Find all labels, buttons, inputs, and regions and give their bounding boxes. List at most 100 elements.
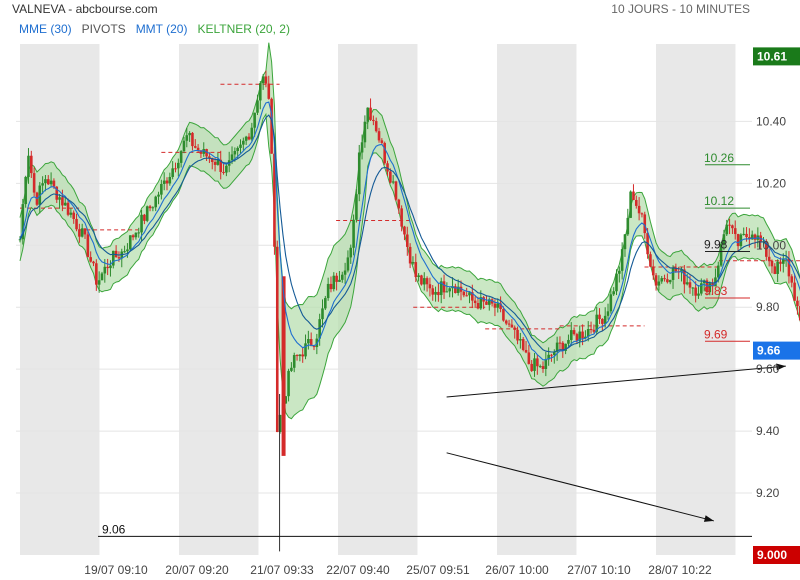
candle-body xyxy=(572,330,576,335)
candle-body xyxy=(530,363,533,371)
candle-body xyxy=(561,342,565,351)
candle-body xyxy=(674,267,678,272)
candle-body xyxy=(103,266,107,274)
candle-body xyxy=(213,161,217,165)
candle-body xyxy=(538,366,542,368)
candle-body xyxy=(400,208,403,227)
x-tick-label: 21/07 09:33 xyxy=(250,563,314,577)
candle-body xyxy=(312,346,316,348)
candle-body xyxy=(598,314,601,320)
candle-body xyxy=(504,320,508,324)
candle-body xyxy=(324,298,327,309)
candle-body xyxy=(773,266,777,274)
candle-body xyxy=(287,370,290,397)
candle-body xyxy=(21,204,25,240)
candle-body xyxy=(555,342,559,352)
candle-body xyxy=(363,121,367,143)
level-label: 10.26 xyxy=(704,151,734,165)
keltner-lower-line xyxy=(19,112,800,420)
candle-body xyxy=(473,300,477,304)
candle-body xyxy=(448,288,452,292)
candle-body xyxy=(663,278,666,280)
candle-body xyxy=(643,214,647,234)
candle-body xyxy=(78,229,81,237)
candle-body xyxy=(380,140,384,143)
candle-body xyxy=(360,142,364,153)
candle-body xyxy=(575,334,579,341)
candle-body xyxy=(445,291,449,293)
candle-body xyxy=(355,194,358,220)
candle-body xyxy=(428,284,432,289)
level-label: 9.69 xyxy=(704,327,728,341)
candle-body xyxy=(564,343,567,351)
candle-body xyxy=(708,283,712,293)
y-tick-label: 10.00 xyxy=(756,238,786,252)
candle-body xyxy=(620,249,624,271)
candle-body xyxy=(66,202,70,215)
level-label: 9.98 xyxy=(704,237,728,251)
candle-body xyxy=(236,147,239,151)
candle-body xyxy=(92,261,95,264)
candle-body xyxy=(524,349,528,353)
candle-body xyxy=(405,234,409,247)
candle-body xyxy=(606,311,610,316)
candle-body xyxy=(151,207,155,209)
top-price-tag: 10.61 xyxy=(757,49,787,63)
candle-body xyxy=(131,235,135,238)
candle-body xyxy=(437,291,440,296)
candle-body xyxy=(634,199,638,206)
y-tick-label: 10.40 xyxy=(756,114,786,128)
candle-body xyxy=(182,140,186,152)
candle-body xyxy=(490,299,494,304)
candle-body xyxy=(261,76,265,84)
candle-body xyxy=(369,107,372,120)
legend-keltner[interactable]: KELTNER (20, 2) xyxy=(197,22,290,36)
candle-body xyxy=(106,266,109,269)
candle-body xyxy=(357,152,361,195)
candle-body xyxy=(408,246,412,264)
candle-body xyxy=(247,136,251,140)
candle-body xyxy=(637,205,641,214)
candle-body xyxy=(75,218,78,230)
candle-body xyxy=(615,273,618,292)
trend-arrow-head xyxy=(776,363,786,371)
candle-body xyxy=(41,183,44,186)
candle-body xyxy=(233,150,237,155)
trend-arrow-head xyxy=(703,515,714,522)
candle-body xyxy=(128,235,132,250)
candle-body xyxy=(722,234,726,245)
candle-body xyxy=(394,181,398,200)
candle-body xyxy=(349,247,353,258)
candle-body xyxy=(389,171,392,183)
candle-body xyxy=(516,329,519,341)
candle-body xyxy=(439,281,443,296)
candle-body xyxy=(553,351,556,356)
candle-body xyxy=(798,306,800,321)
candle-body xyxy=(46,179,50,185)
candle-body xyxy=(137,232,141,234)
candle-body xyxy=(179,151,183,163)
x-tick-label: 22/07 09:40 xyxy=(326,563,390,577)
candle-body xyxy=(632,191,635,200)
candle-body xyxy=(278,414,282,433)
candle-body xyxy=(32,173,36,193)
trend-arrow-line xyxy=(446,452,715,522)
candle-body xyxy=(691,287,695,289)
candle-body xyxy=(290,367,293,371)
candle-body xyxy=(702,280,706,284)
candle-body xyxy=(507,323,511,325)
x-tick-label: 25/07 09:51 xyxy=(406,563,470,577)
legend-mme[interactable]: MME (30) xyxy=(19,22,72,36)
candle-body xyxy=(321,308,324,320)
candle-body xyxy=(465,295,468,297)
top-price-tag-bg xyxy=(753,47,800,66)
candle-body xyxy=(177,162,180,169)
legend-pivots[interactable]: PIVOTS xyxy=(81,22,126,36)
level-label: 9.83 xyxy=(704,284,728,298)
candle-body xyxy=(422,278,426,285)
candle-body xyxy=(660,278,664,282)
candle-body xyxy=(623,234,627,250)
candle-body xyxy=(688,282,692,288)
legend-mmt[interactable]: MMT (20) xyxy=(135,22,188,36)
